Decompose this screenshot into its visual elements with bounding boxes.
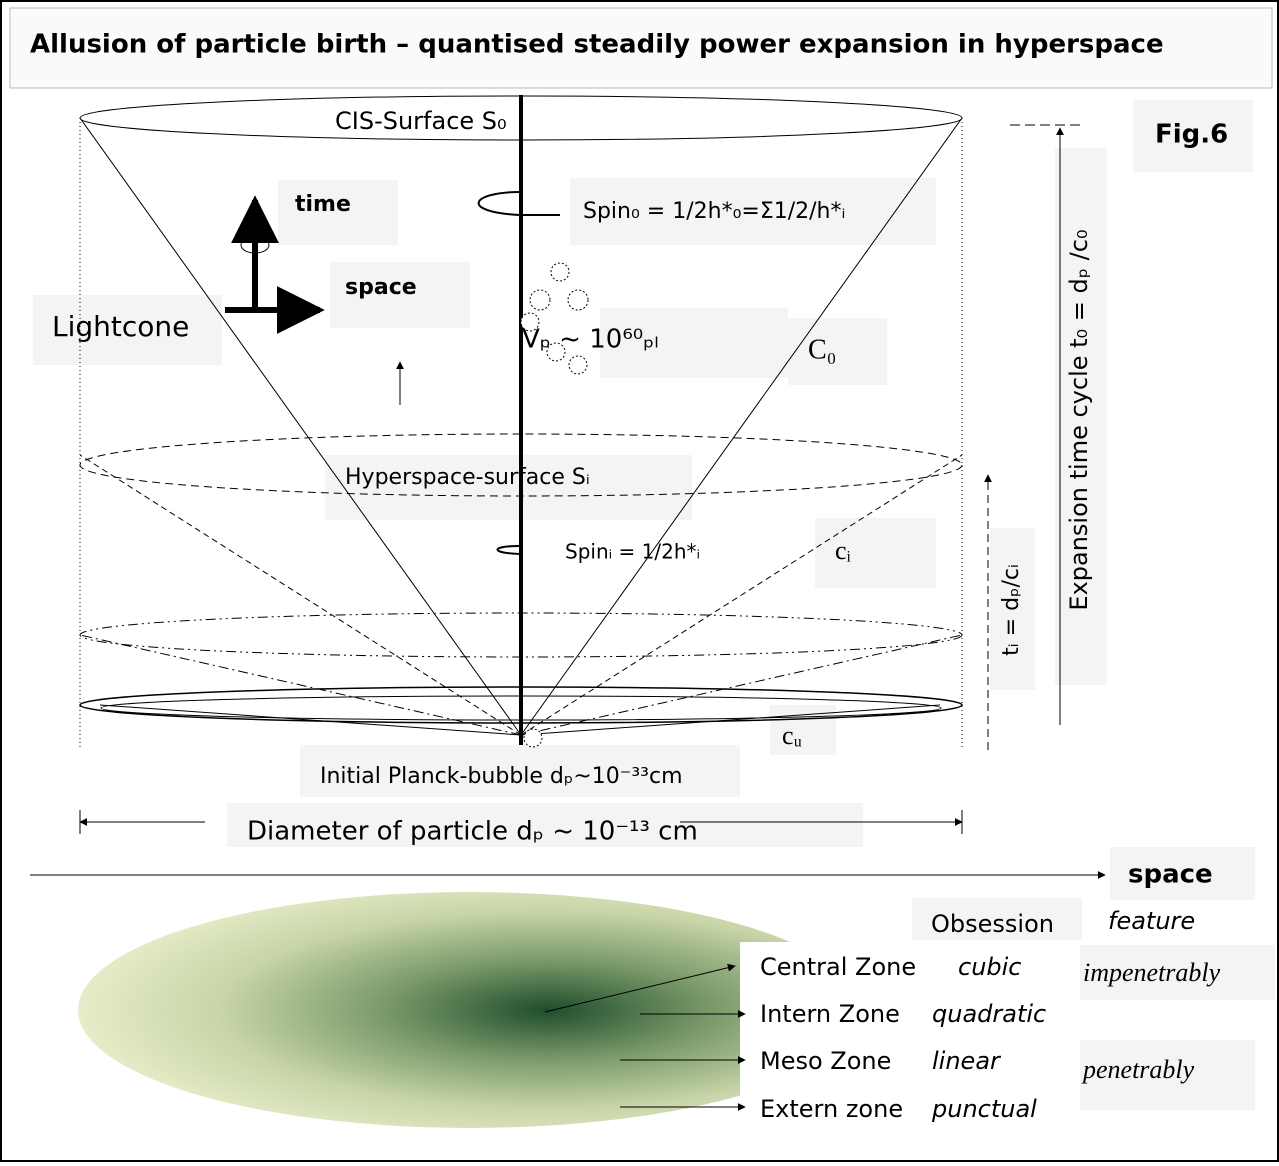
label: Spin₀ = 1/2h*₀=Σ1/2/h*ᵢ xyxy=(583,199,845,224)
label: Hyperspace-surface Sᵢ xyxy=(345,465,590,490)
zones-table xyxy=(740,942,1080,1130)
title: Allusion of particle birth – quantised s… xyxy=(30,30,1164,60)
fig-label: Fig.6 xyxy=(1155,120,1228,150)
label: C₀ xyxy=(808,334,836,365)
particle-zones xyxy=(78,892,862,1128)
zone-name: Central Zone xyxy=(760,953,916,981)
label: CIS-Surface S₀ xyxy=(335,107,507,135)
label: tᵢ = dₚ/cᵢ xyxy=(999,564,1024,656)
title-band xyxy=(9,7,1273,89)
label: time xyxy=(295,192,351,217)
label: Spinᵢ = 1/2h*ᵢ xyxy=(565,540,700,564)
axis-label: space xyxy=(1128,860,1213,890)
label: Initial Planck-bubble dₚ~10⁻³³cm xyxy=(320,764,683,789)
zone-obsession: punctual xyxy=(931,1095,1037,1123)
zone-name: Meso Zone xyxy=(760,1047,891,1075)
zone-name: Intern Zone xyxy=(760,1000,900,1028)
zone-feature: penetrably xyxy=(1081,1055,1195,1084)
label: space xyxy=(345,275,417,300)
cylinder xyxy=(30,95,1106,879)
zone-name: Extern zone xyxy=(760,1095,903,1123)
label: Expansion time cycle t₀ = dₚ /c₀ xyxy=(1065,229,1093,610)
label: cᵢ xyxy=(835,536,852,565)
label-boxes xyxy=(33,100,1275,1110)
label: cᵤ xyxy=(782,721,802,750)
zone-obsession: cubic xyxy=(958,953,1022,981)
zone-header: Obsession xyxy=(931,910,1054,938)
zone-obsession: quadratic xyxy=(932,1000,1046,1028)
zone-header: feature xyxy=(1108,907,1195,935)
zone-feature: impenetrably xyxy=(1083,958,1221,987)
particle-stars xyxy=(520,262,589,748)
zone-arrows xyxy=(544,963,746,1111)
label: Lightcone xyxy=(52,310,189,343)
zone-obsession: linear xyxy=(932,1047,1002,1075)
label: Vₚ ~ 10⁶⁰ₚₗ xyxy=(522,325,659,355)
label: Diameter of particle dₚ ~ 10⁻¹³ cm xyxy=(247,817,698,847)
